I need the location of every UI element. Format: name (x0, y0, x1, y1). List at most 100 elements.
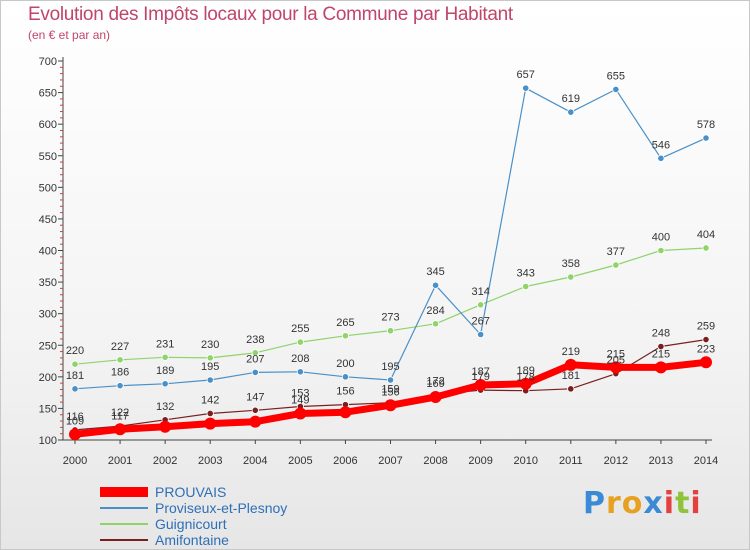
data-label: 200 (336, 358, 354, 370)
data-label: 117 (111, 410, 129, 422)
data-label: 178 (517, 372, 535, 384)
data-point (657, 154, 665, 162)
data-label: 116 (66, 411, 84, 423)
logo-letter: P (583, 486, 606, 521)
y-tick-label: 300 (39, 309, 57, 321)
data-label: 248 (652, 328, 670, 340)
data-label: 267 (471, 316, 489, 328)
x-tick-label: 2007 (378, 455, 402, 467)
data-label: 223 (697, 343, 715, 355)
data-point (522, 282, 530, 291)
x-tick-label: 2012 (604, 455, 628, 467)
data-point (69, 428, 81, 441)
logo-letter: i (663, 486, 676, 521)
data-point (206, 354, 214, 362)
data-label: 265 (336, 317, 354, 329)
data-point (161, 353, 169, 361)
x-tick-label: 2006 (333, 455, 357, 467)
x-tick-label: 2004 (243, 455, 267, 467)
y-tick-label: 450 (39, 214, 57, 226)
data-label: 404 (697, 229, 715, 241)
data-point (429, 391, 442, 404)
data-label: 195 (381, 361, 399, 373)
data-point (251, 368, 259, 377)
data-label: 169 (426, 378, 444, 390)
legend-label-prouvais: PROUVAIS (155, 484, 226, 500)
data-label: 208 (291, 353, 309, 365)
data-label: 546 (652, 139, 670, 151)
data-label: 220 (66, 345, 84, 357)
data-label: 238 (246, 334, 264, 346)
data-point (702, 335, 710, 344)
data-label: 219 (562, 346, 580, 358)
data-label: 181 (562, 370, 580, 382)
x-tick-label: 2005 (288, 455, 312, 467)
x-tick-label: 2014 (694, 455, 718, 467)
data-point (702, 134, 710, 142)
logo-letter: x (643, 486, 664, 521)
data-label: 400 (652, 232, 670, 244)
data-label: 181 (66, 370, 84, 382)
data-label: 189 (517, 365, 535, 377)
data-label: 657 (517, 69, 535, 81)
data-label: 205 (607, 355, 625, 367)
data-label: 132 (156, 401, 174, 413)
data-label: 358 (562, 258, 580, 270)
data-label: 273 (381, 312, 399, 324)
x-tick-label: 2010 (513, 455, 537, 467)
logo-letter: o (621, 486, 644, 521)
data-point (477, 301, 485, 309)
data-point (296, 368, 304, 376)
data-point (700, 356, 712, 369)
data-point (654, 361, 667, 374)
data-label: 172 (426, 376, 444, 388)
data-point (609, 361, 622, 374)
x-tick-label: 2000 (63, 455, 87, 467)
data-point (567, 273, 575, 281)
data-label: 314 (471, 286, 489, 298)
data-labels: 220 227 231 230 238 255 265 273 284 314 343 358 377 4… (66, 69, 715, 427)
data-point (341, 373, 350, 381)
data-point (477, 330, 485, 339)
data-label: 619 (562, 93, 580, 105)
data-point (294, 407, 307, 420)
data-point (431, 320, 440, 328)
data-point (296, 338, 304, 346)
y-tick-label: 400 (39, 246, 57, 258)
x-tick-label: 2011 (559, 455, 583, 467)
data-point (702, 244, 710, 252)
data-label: 343 (517, 268, 535, 280)
data-point (71, 385, 79, 393)
data-label: 377 (607, 246, 625, 258)
data-label: 156 (336, 386, 354, 398)
proxiti-logo: Proxiti (583, 486, 702, 521)
data-label: 345 (426, 266, 444, 278)
data-label: 230 (201, 339, 219, 351)
data-point (341, 332, 350, 340)
data-point (114, 423, 127, 436)
series-lines (69, 84, 712, 441)
data-label: 153 (291, 388, 309, 400)
legend-label-proviseux-et-plesnoy: Proviseux-et-Plesnoy (155, 500, 287, 516)
data-point (249, 415, 262, 428)
data-label: 259 (697, 321, 715, 333)
data-point (339, 406, 352, 419)
data-point (474, 379, 487, 392)
data-label: 186 (111, 367, 129, 379)
data-point (386, 327, 395, 335)
y-tick-label: 700 (39, 56, 57, 68)
y-tick-label: 150 (39, 403, 57, 415)
data-point (519, 377, 532, 390)
x-tick-label: 2001 (108, 455, 132, 467)
data-point (386, 376, 395, 384)
logo-letter: i (690, 486, 702, 521)
y-tick-label: 650 (39, 88, 57, 100)
data-label: 231 (156, 338, 174, 350)
y-tick-label: 350 (39, 277, 57, 289)
data-label: 122 (111, 407, 129, 419)
chart-title: Evolution des Impôts locaux pour la Comm… (28, 4, 513, 25)
data-label: 189 (156, 365, 174, 377)
y-tick-label: 250 (39, 340, 57, 352)
data-point (567, 108, 575, 116)
